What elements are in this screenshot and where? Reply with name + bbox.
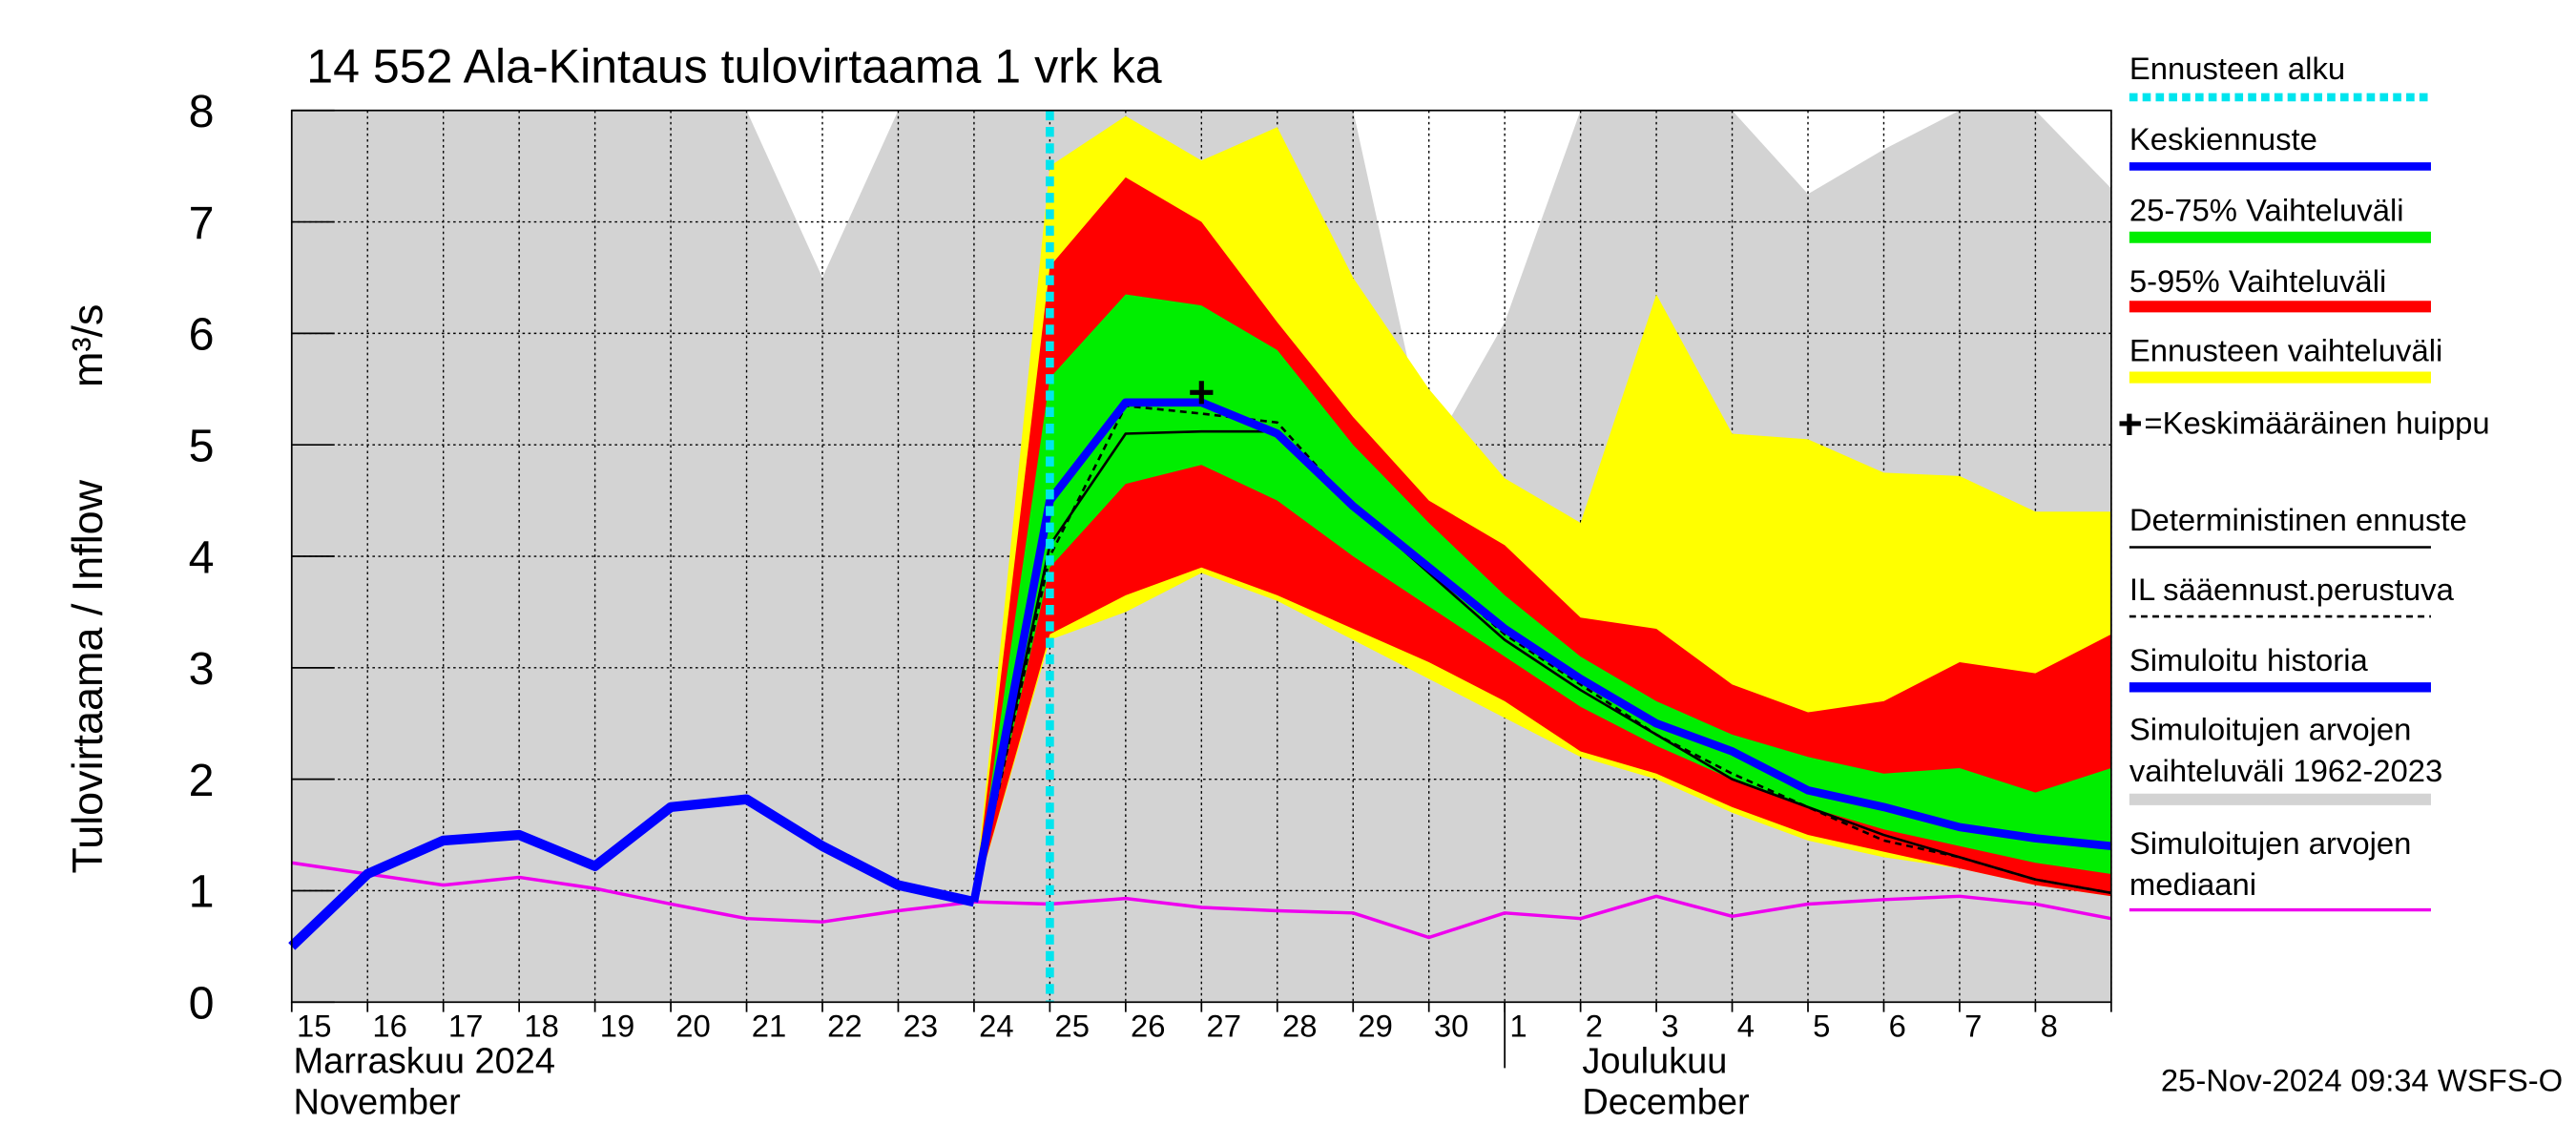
x-tick-label: 28 (1282, 1009, 1318, 1044)
chart-title: 14 552 Ala-Kintaus tulovirtaama 1 vrk ka (306, 39, 1161, 93)
x-tick-label: 21 (752, 1009, 787, 1044)
x-tick-label: 8 (2041, 1009, 2058, 1044)
x-tick-label: 25 (1055, 1009, 1091, 1044)
x-tick-label: 15 (297, 1009, 332, 1044)
series-line (291, 861, 2112, 940)
legend-marker (2119, 413, 2141, 436)
y-tick-label: 7 (189, 198, 215, 249)
x-tick-label: 16 (372, 1009, 407, 1044)
legend-label: Keskiennuste (2129, 123, 2317, 158)
legend-label: Deterministinen ennuste (2129, 504, 2467, 539)
x-tick-label: 4 (1737, 1009, 1755, 1044)
x-tick-label: 1 (1509, 1009, 1527, 1044)
y-tick-label: 0 (189, 978, 215, 1030)
x-tick-label: 6 (1889, 1009, 1906, 1044)
y-tick-label: 1 (189, 866, 215, 918)
series-line (972, 429, 2112, 903)
legend-label-box: =Keskimääräinen huippu (2144, 406, 2490, 442)
peak-marker (1190, 381, 1214, 405)
legend-label: Simuloitu historia (2129, 644, 2368, 679)
legend-label: =Keskimääräinen huippu (2144, 406, 2490, 442)
y-tick-label: 2 (189, 755, 215, 806)
x-tick-label: 30 (1434, 1009, 1469, 1044)
month-label: Joulukuu (1582, 1042, 1727, 1082)
legend-label: Ennusteen alku (2129, 52, 2346, 88)
y-axis-unit: m³/s (63, 304, 112, 387)
legend-label: Ennusteen vaihteluväli (2129, 334, 2443, 369)
x-tick-label: 19 (600, 1009, 635, 1044)
y-tick-label: 6 (189, 309, 215, 361)
x-tick-label: 22 (827, 1009, 862, 1044)
plot-frame (290, 109, 2112, 1004)
series-line (972, 405, 2112, 903)
y-tick-label: 3 (189, 643, 215, 695)
x-tick-label: 24 (979, 1009, 1014, 1044)
legend-label: Simuloitujen arvojen vaihteluväli 1962-2… (2129, 713, 2443, 790)
month-label: December (1582, 1083, 1750, 1123)
legend-label: 5-95% Vaihteluväli (2129, 265, 2387, 301)
legend-label: Simuloitujen arvojen mediaani (2129, 827, 2412, 904)
x-tick-label: 2 (1586, 1009, 1603, 1044)
x-tick-label: 23 (904, 1009, 938, 1044)
legend-label-box: Ennusteen alku (2129, 52, 2346, 88)
footer: 25-Nov-2024 09:34 WSFS-O (2161, 1063, 2563, 1098)
peak-marker-cross (1190, 381, 1214, 405)
y-tick-label: 4 (189, 531, 215, 583)
series-line (288, 794, 976, 950)
legend-label-box: 25-75% Vaihteluväli (2129, 194, 2404, 230)
legend-label: 25-75% Vaihteluväli (2129, 194, 2404, 230)
legend-label-box: Deterministinen ennuste (2129, 504, 2467, 539)
x-tick-label: 20 (675, 1009, 711, 1044)
legend-label-box: Ennusteen vaihteluväli (2129, 334, 2443, 369)
x-tick-label: 26 (1131, 1009, 1166, 1044)
legend-label-box: Simuloitujen arvojen vaihteluväli 1962-2… (2129, 713, 2443, 790)
y-tick-label: 8 (189, 86, 215, 137)
x-tick-label: 29 (1358, 1009, 1393, 1044)
x-tick-label: 18 (524, 1009, 559, 1044)
legend-label-box: 5-95% Vaihteluväli (2129, 265, 2387, 301)
legend-label-box: Keskiennuste (2129, 123, 2317, 158)
month-label: Marraskuu 2024 (293, 1042, 555, 1082)
x-tick-label: 7 (1964, 1009, 1982, 1044)
x-tick-label: 17 (448, 1009, 484, 1044)
legend-label: IL sääennust.perustuva (2129, 573, 2454, 609)
x-tick-label: 27 (1206, 1009, 1241, 1044)
range-band (973, 294, 2111, 903)
x-tick-label: 5 (1813, 1009, 1830, 1044)
y-axis-label: Tulovirtaama / Inflow (63, 479, 112, 873)
legend-label-box: Simuloitu historia (2129, 644, 2368, 679)
legend-label-box: Simuloitujen arvojen mediaani (2129, 827, 2412, 904)
series-line (969, 398, 2112, 903)
y-tick-label: 5 (189, 420, 215, 471)
legend-label-box: IL sääennust.perustuva (2129, 573, 2454, 609)
x-tick-label: 3 (1661, 1009, 1678, 1044)
month-label: November (293, 1083, 461, 1123)
